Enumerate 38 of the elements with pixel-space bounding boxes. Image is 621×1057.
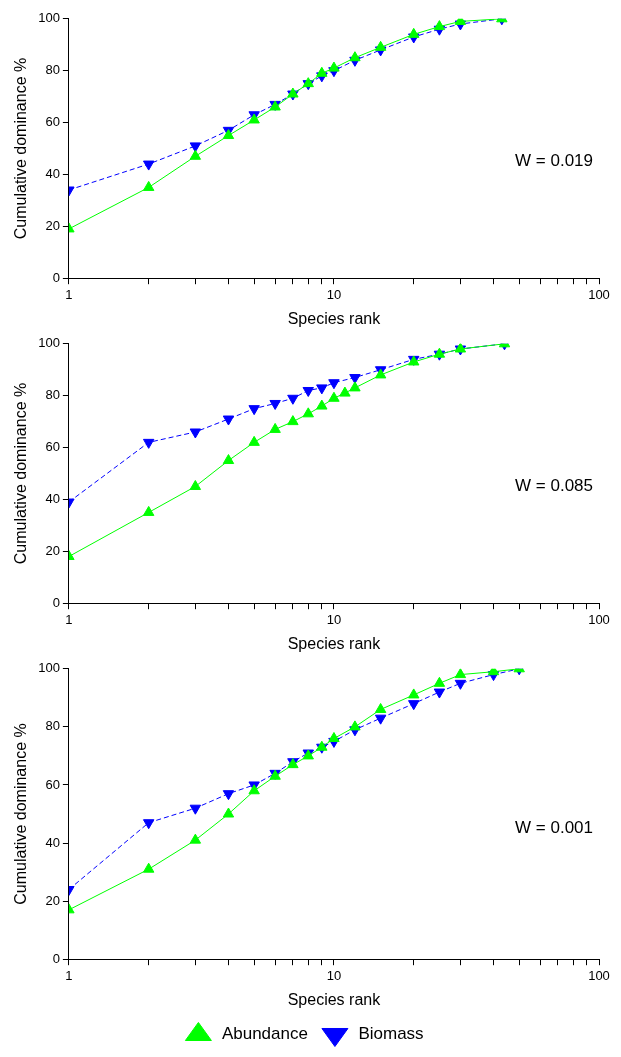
x-tick-label: 1 [65, 611, 73, 627]
x-axis-title: Species rank [287, 634, 382, 652]
x-tick-label: 10 [326, 611, 342, 627]
y-axis-title: Cumulative dominance % [12, 57, 30, 240]
annotation: W = 0.019 [515, 151, 593, 171]
x-tick-label: 10 [326, 286, 342, 302]
y-tick-label: 100 [38, 10, 60, 26]
legend-label: Biomass [358, 1024, 424, 1044]
y-tick-label: 0 [52, 269, 60, 285]
x-tick-label: 100 [588, 611, 610, 627]
y-tick-label: 80 [45, 62, 60, 78]
y-tick-label: 40 [45, 166, 60, 182]
annotation: W = 0.001 [515, 818, 593, 838]
y-tick-label: 40 [45, 491, 60, 507]
x-axis-title: Species rank [287, 990, 382, 1008]
x-tick-label: 100 [588, 286, 610, 302]
x-tick-label: 100 [588, 967, 610, 983]
y-tick-label: 60 [45, 114, 60, 130]
x-tick-label: 1 [65, 286, 73, 302]
annotation: W = 0.085 [515, 476, 593, 496]
y-tick-label: 100 [38, 335, 60, 351]
y-tick-label: 40 [45, 834, 60, 850]
y-tick-label: 80 [45, 718, 60, 734]
y-tick-label: 80 [45, 387, 60, 403]
y-tick-label: 20 [45, 542, 60, 558]
x-axis-title: Species rank [287, 309, 382, 327]
y-axis-title: Cumulative dominance % [12, 382, 30, 565]
y-tick-label: 20 [45, 217, 60, 233]
y-tick-label: 0 [52, 950, 60, 966]
y-tick-label: 100 [38, 660, 60, 676]
y-tick-label: 60 [45, 776, 60, 792]
y-tick-label: 60 [45, 439, 60, 455]
y-axis-title: Cumulative dominance % [12, 723, 30, 905]
y-tick-label: 0 [52, 594, 60, 610]
legend-label: Abundance [221, 1024, 308, 1044]
y-tick-label: 20 [45, 892, 60, 908]
x-tick-label: 1 [65, 967, 73, 983]
x-tick-label: 10 [326, 967, 342, 983]
